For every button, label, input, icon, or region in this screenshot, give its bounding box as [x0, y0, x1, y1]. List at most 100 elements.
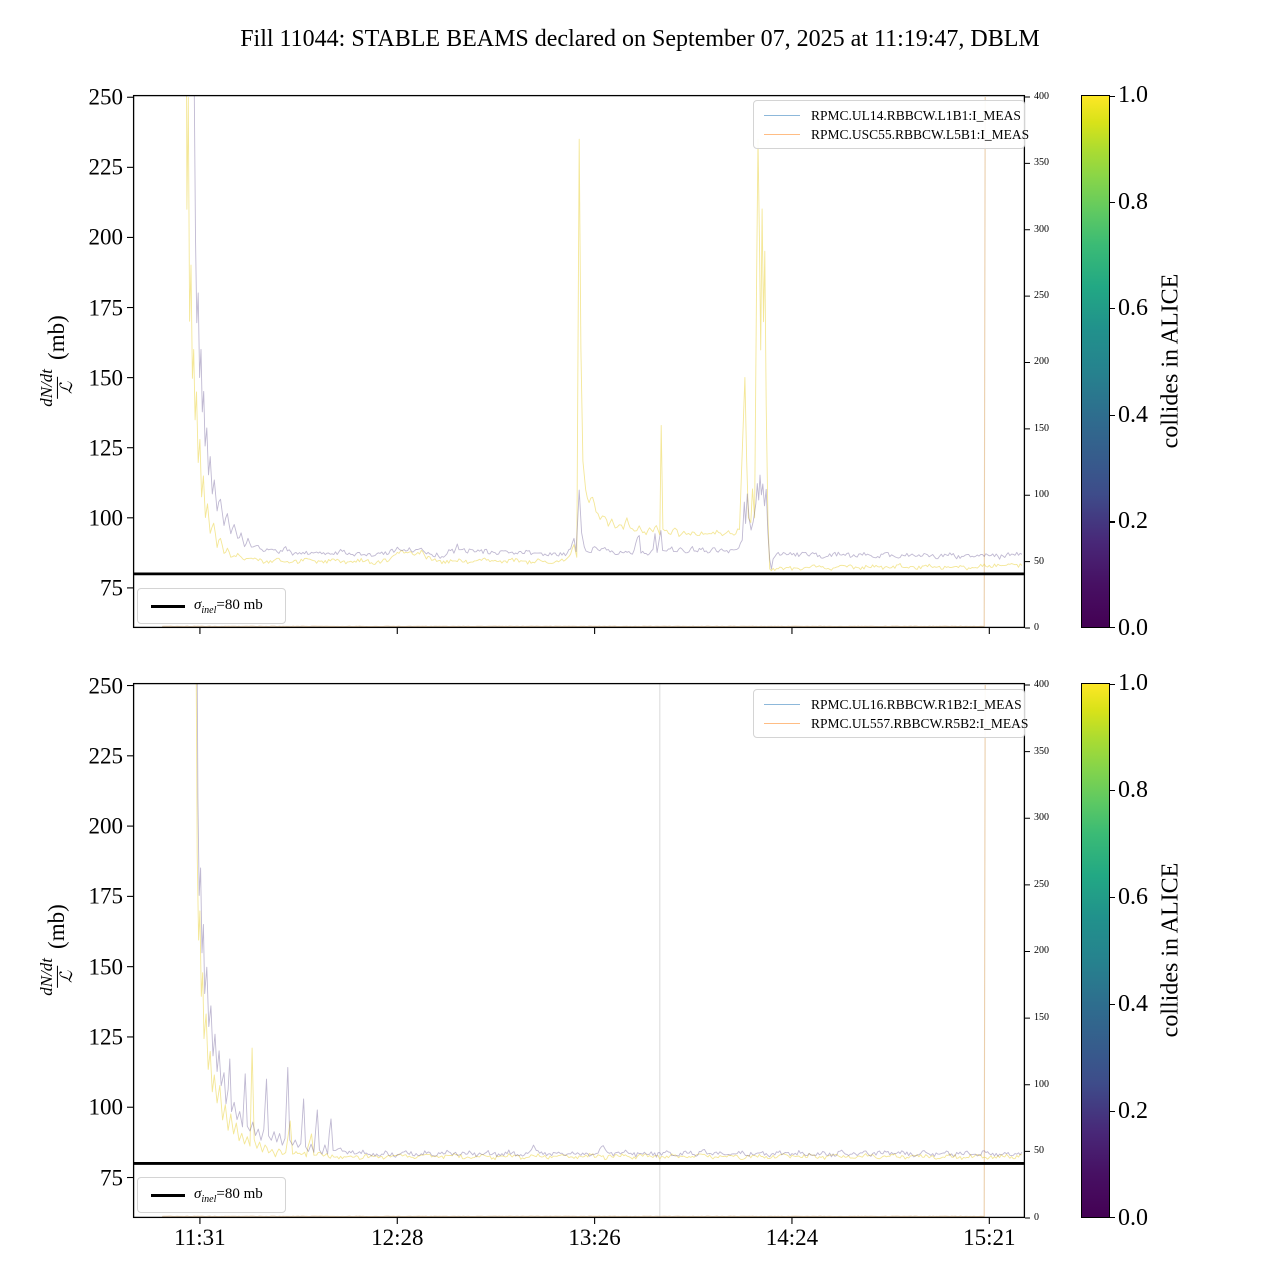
- right-tick-label: 50: [1034, 1145, 1044, 1157]
- y-tick-label: 75: [100, 1165, 123, 1191]
- colorbar-tick-label: 0.0: [1118, 615, 1148, 641]
- x-tick-label: 12:28: [371, 1225, 424, 1250]
- legend-entry-label: RPMC.USC55.RBBCW.L5B1:I_MEAS: [811, 126, 1030, 142]
- plot-spines: [132, 682, 1026, 1219]
- colorbar-tick: [1110, 683, 1115, 685]
- right-tick-label: 350: [1034, 745, 1049, 757]
- colorbar-tick: [1110, 521, 1115, 523]
- y-tick-label: 125: [88, 1024, 124, 1050]
- x-tick-label: 15:21: [963, 1225, 1016, 1250]
- colorbar-tick-label: 0.0: [1118, 1205, 1148, 1231]
- colorbar-tick-label: 0.2: [1118, 1098, 1148, 1124]
- right-axis-series: [162, 684, 986, 1218]
- colorbar-tick: [1110, 201, 1115, 203]
- right-tick-label: 250: [1034, 290, 1049, 302]
- plot-spines: [132, 94, 1026, 629]
- y-axis-label-bottom: dN/dt ℒ (mb): [36, 904, 78, 996]
- right-tick-label: 100: [1034, 1078, 1049, 1090]
- colorbar-tick-label: 1.0: [1118, 670, 1148, 696]
- legend-entry-label: RPMC.UL557.RBBCW.R5B2:I_MEAS: [811, 715, 1029, 731]
- right-tick-label: 0: [1034, 1212, 1039, 1223]
- y-tick-label: 150: [88, 954, 124, 980]
- y-tick-label: 125: [88, 435, 124, 461]
- legend-top: RPMC.UL14.RBBCW.L1B1:I_MEAS RPMC.USC55.R…: [753, 100, 1029, 149]
- colorbar-label-bottom: collides in ALICE: [1157, 862, 1184, 1038]
- bottom-plot: [127, 682, 1030, 1224]
- x-tick-label: 14:24: [765, 1225, 819, 1250]
- colorbar-tick-label: 0.4: [1118, 991, 1148, 1017]
- right-tick-label: 350: [1034, 157, 1049, 169]
- y-tick-label: 200: [88, 813, 124, 839]
- legend-entry-label: RPMC.UL14.RBBCW.L1B1:I_MEAS: [811, 107, 1021, 123]
- sigma-legend-bottom: σinel=80 mb: [137, 1177, 286, 1213]
- colorbar-tick: [1110, 1111, 1115, 1113]
- colorbar-tick-label: 0.4: [1118, 401, 1148, 428]
- legend-line-swatch: [764, 133, 800, 136]
- right-tick-label: 400: [1034, 90, 1049, 102]
- legend-line-swatch: [764, 703, 800, 706]
- colorbar-tick-label: 0.6: [1118, 884, 1148, 910]
- bottom-plot-canvas: [127, 682, 1030, 1224]
- right-tick-label: 50: [1034, 555, 1044, 567]
- y-axis-label-top: dN/dt ℒ (mb): [36, 315, 78, 407]
- legend-entry: RPMC.USC55.RBBCW.L5B1:I_MEAS: [754, 125, 1029, 144]
- y-tick-label: 150: [88, 365, 124, 391]
- legend-line-swatch: [764, 722, 800, 725]
- colorbar-tick: [1110, 1216, 1115, 1218]
- sigma-legend-top: σinel=80 mb: [137, 588, 286, 624]
- right-tick-label: 300: [1034, 223, 1049, 235]
- right-tick-label: 200: [1034, 945, 1049, 957]
- rate-series: [193, 95, 1023, 570]
- legend-entry: RPMC.UL16.RBBCW.R1B2:I_MEAS: [754, 695, 1024, 714]
- legend-bottom: RPMC.UL16.RBBCW.R1B2:I_MEAS RPMC.UL557.R…: [753, 689, 1028, 738]
- right-tick-label: 100: [1034, 489, 1049, 501]
- right-tick-label: 400: [1034, 678, 1049, 690]
- rate-series: [195, 683, 1023, 1161]
- y-tick-label: 100: [88, 505, 124, 531]
- y-tick-label: 200: [88, 224, 124, 250]
- colorbar-tick: [1110, 414, 1115, 416]
- colorbar-tick: [1110, 1004, 1115, 1006]
- right-tick-label: 150: [1034, 422, 1049, 434]
- colorbar-tick-label: 1.0: [1118, 82, 1148, 108]
- y-tick-label: 175: [88, 883, 124, 909]
- right-tick-label: 0: [1034, 622, 1039, 633]
- y-tick-label: 225: [88, 154, 124, 180]
- right-tick-label: 250: [1034, 878, 1049, 890]
- legend-entry: RPMC.UL14.RBBCW.L1B1:I_MEAS: [754, 106, 1024, 125]
- figure-title: Fill 11044: STABLE BEAMS declared on Sep…: [240, 26, 1040, 52]
- colorbar-tick: [1110, 95, 1115, 97]
- y-tick-label: 100: [88, 1094, 124, 1120]
- colorbar-label-top: collides in ALICE: [1157, 273, 1184, 449]
- sigma-line-swatch: [151, 1193, 185, 1197]
- sigma-line-swatch: [151, 604, 185, 608]
- rate-series: [196, 683, 1023, 1158]
- y-tick-label: 250: [88, 84, 124, 110]
- colorbar-tick-label: 0.2: [1118, 508, 1148, 535]
- legend-entry-label: RPMC.UL16.RBBCW.R1B2:I_MEAS: [811, 696, 1022, 712]
- y-tick-label: 225: [88, 743, 124, 769]
- colorbar-tick-label: 0.8: [1118, 188, 1148, 215]
- x-tick-label: 13:26: [568, 1225, 621, 1250]
- colorbar-tick-label: 0.8: [1118, 777, 1148, 803]
- colorbar-tick-label: 0.6: [1118, 295, 1148, 322]
- sigma-legend-label: σinel=80 mb: [194, 1185, 263, 1205]
- top-plot: [127, 94, 1030, 634]
- colorbar-tick: [1110, 626, 1115, 628]
- top-plot-canvas: [127, 94, 1030, 634]
- legend-line-swatch: [764, 114, 800, 117]
- right-axis-series: [162, 96, 986, 628]
- rate-series: [186, 95, 1023, 572]
- colorbar-bottom: [1081, 683, 1110, 1218]
- right-tick-label: 200: [1034, 356, 1049, 368]
- right-tick-label: 300: [1034, 812, 1049, 824]
- sigma-legend-label: σinel=80 mb: [194, 596, 263, 616]
- y-tick-label: 250: [88, 673, 124, 699]
- colorbar-tick: [1110, 308, 1115, 310]
- colorbar-tick: [1110, 897, 1115, 899]
- right-tick-label: 150: [1034, 1012, 1049, 1024]
- colorbar-top: [1081, 95, 1110, 628]
- y-tick-label: 75: [100, 575, 123, 601]
- legend-entry: RPMC.UL557.RBBCW.R5B2:I_MEAS: [754, 714, 1028, 733]
